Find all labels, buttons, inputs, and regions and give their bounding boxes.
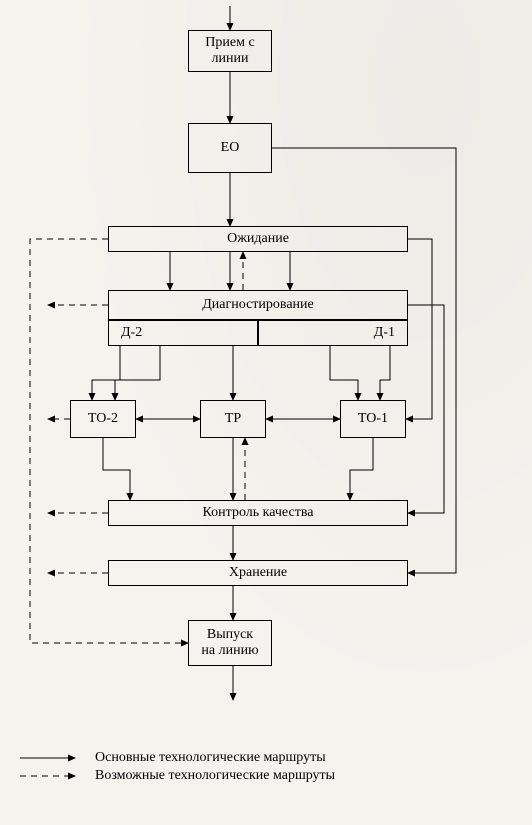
node-to1: ТО-1 <box>340 400 406 438</box>
legend-dashed-label: Возможные технологические маршруты <box>95 768 335 784</box>
node-label: ТО-2 <box>88 411 118 427</box>
node-d1: Д-1 <box>258 320 408 346</box>
node-label: Выпуск на линию <box>201 627 258 659</box>
node-label: Прием с линии <box>205 35 254 67</box>
node-label: Хранение <box>229 565 287 581</box>
node-to2: ТО-2 <box>70 400 136 438</box>
node-ozhid: Ожидание <box>108 226 408 252</box>
node-label: Диагностирование <box>202 297 314 313</box>
node-label: ТР <box>225 411 241 427</box>
node-tr: ТР <box>200 400 266 438</box>
node-hran: Хранение <box>108 560 408 586</box>
legend: Основные технологические маршруты Возможн… <box>20 750 520 795</box>
edge-solid <box>115 346 160 400</box>
edge-solid <box>380 346 390 400</box>
edge-solid <box>92 346 120 400</box>
node-label: ЕО <box>221 140 240 156</box>
node-label: Д-1 <box>374 325 395 341</box>
node-label: Д-2 <box>121 325 142 341</box>
node-d2: Д-2 <box>108 320 258 346</box>
node-label: Ожидание <box>227 231 289 247</box>
node-eo: ЕО <box>188 123 272 173</box>
node-label: Контроль качества <box>203 505 314 521</box>
node-label: ТО-1 <box>358 411 388 427</box>
edge-solid <box>406 239 432 419</box>
node-diag: Диагностирование <box>108 290 408 320</box>
edge-solid <box>408 305 444 513</box>
node-kontrol: Контроль качества <box>108 500 408 526</box>
edge-solid <box>103 438 130 500</box>
node-priem: Прием с линии <box>188 30 272 72</box>
node-vypusk: Выпуск на линию <box>188 620 272 666</box>
legend-solid-label: Основные технологические маршруты <box>95 750 326 766</box>
edge-solid <box>330 346 358 400</box>
edge-solid <box>350 438 373 500</box>
